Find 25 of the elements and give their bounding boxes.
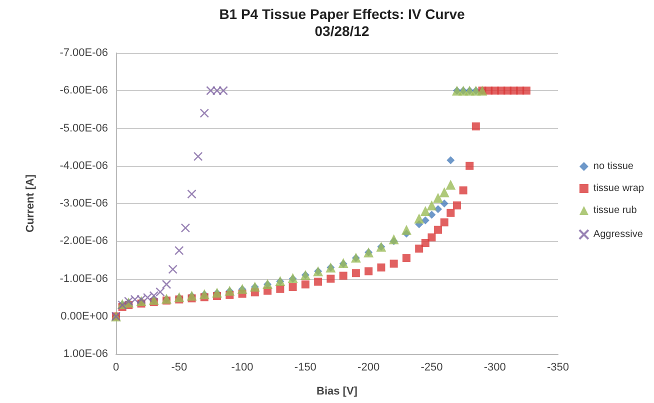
y-tick-label: -1.00E-06 bbox=[60, 272, 108, 285]
x-tick-label: -150 bbox=[294, 362, 316, 374]
x-tick-label: 0 bbox=[112, 362, 120, 374]
y-tick-label: 0.00E+00 bbox=[60, 310, 108, 322]
x-tick-label: -350 bbox=[546, 362, 570, 374]
x-tick-label: -50 bbox=[171, 362, 188, 374]
y-tick-label: -3.00E-06 bbox=[60, 198, 108, 210]
y-tick-label: -4.00E-06 bbox=[60, 160, 108, 172]
x-tick-label: -300 bbox=[484, 362, 506, 374]
x-axis-title: Bias [V] bbox=[316, 386, 358, 398]
y-tick-label: -6.00E-06 bbox=[60, 84, 108, 97]
x-tick-label: -100 bbox=[231, 362, 254, 374]
x-tick-label: -200 bbox=[358, 362, 380, 374]
y-tick-label: -2.00E-06 bbox=[60, 235, 108, 248]
legend-label: tissue wrap bbox=[593, 183, 644, 194]
chart-title: B1 P4 Tissue Paper Effects: IV Curve bbox=[219, 6, 466, 22]
legend-label: no tissue bbox=[593, 161, 634, 172]
chart-subtitle: 03/28/12 bbox=[314, 23, 370, 39]
x-tick-label: -250 bbox=[420, 362, 443, 374]
y-tick-label: 1.00E-06 bbox=[63, 348, 108, 360]
legend-label: tissue rub bbox=[593, 205, 638, 216]
legend-label: Aggressive bbox=[593, 229, 644, 240]
y-tick-label: -7.00E-06 bbox=[60, 47, 108, 59]
y-axis-title: Current [A] bbox=[24, 174, 36, 233]
y-tick-label: -5.00E-06 bbox=[60, 122, 108, 134]
